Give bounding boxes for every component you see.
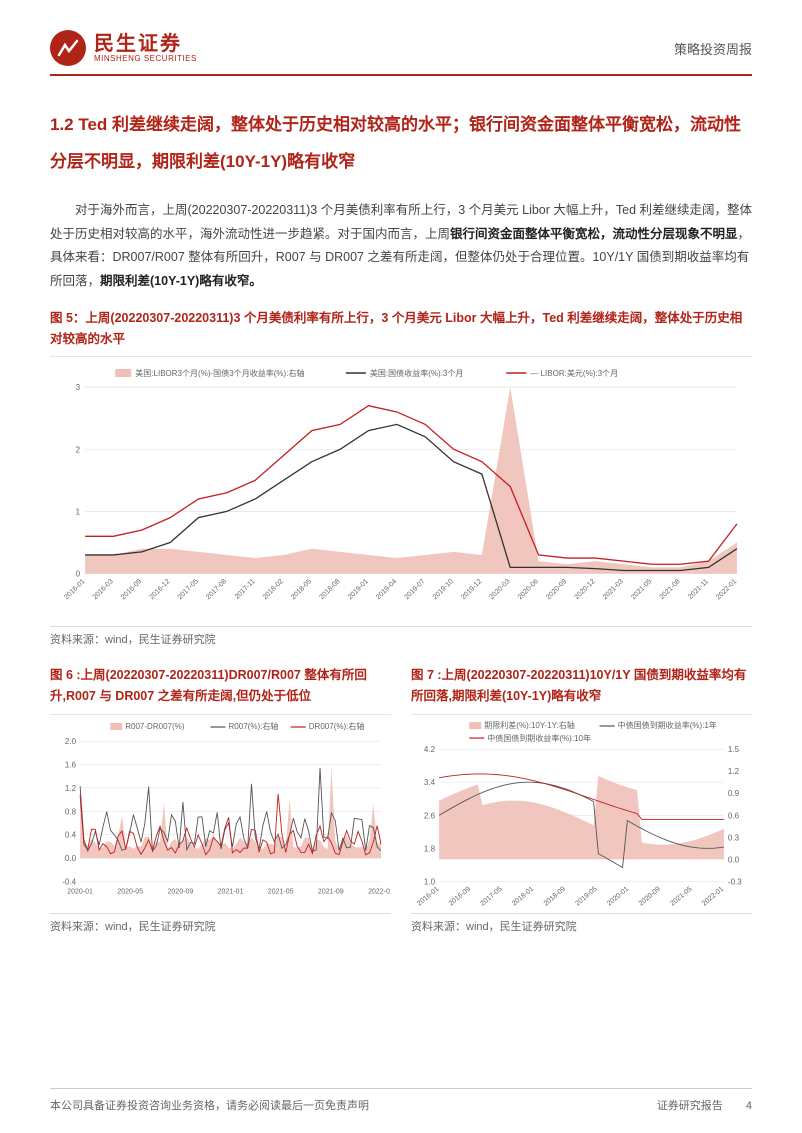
svg-text:2018-01: 2018-01 xyxy=(511,885,535,907)
svg-text:2019-04: 2019-04 xyxy=(375,578,398,601)
svg-text:2020-03: 2020-03 xyxy=(489,578,512,601)
svg-text:2018-08: 2018-08 xyxy=(318,578,341,601)
svg-text:2021-05: 2021-05 xyxy=(268,888,294,895)
svg-text:2017-08: 2017-08 xyxy=(205,578,228,601)
svg-text:0.6: 0.6 xyxy=(728,811,740,820)
svg-text:3.4: 3.4 xyxy=(424,778,436,787)
fig6-source: 资料来源：wind，民生证券研究院 xyxy=(50,913,391,934)
body-paragraph: 对于海外而言，上周(20220307-20220311)3 个月美债利率有所上行… xyxy=(50,199,752,294)
svg-text:2020-09: 2020-09 xyxy=(168,888,194,895)
svg-text:2018-09: 2018-09 xyxy=(543,885,567,907)
svg-text:0.9: 0.9 xyxy=(728,789,740,798)
svg-text:2022-01: 2022-01 xyxy=(701,885,725,907)
svg-text:1.2: 1.2 xyxy=(65,783,77,792)
svg-text:2020-06: 2020-06 xyxy=(517,578,540,601)
svg-text:2.0: 2.0 xyxy=(65,737,77,746)
page-header: 民生证券 MINSHENG SECURITIES 策略投资周报 xyxy=(50,30,752,76)
svg-text:1.5: 1.5 xyxy=(728,745,740,754)
svg-text:2020-01: 2020-01 xyxy=(606,885,630,907)
logo-icon xyxy=(50,30,86,66)
svg-text:DR007(%):右轴: DR007(%):右轴 xyxy=(309,721,365,731)
logo-block: 民生证券 MINSHENG SECURITIES xyxy=(50,30,197,66)
fig6-title: 图 6 :上周(20220307-20220311)DR007/R007 整体有… xyxy=(50,665,391,708)
svg-text:2016-09: 2016-09 xyxy=(120,578,143,601)
fig7-chart: 期限利差(%):10Y-1Y:右轴 中债国债到期收益率(%):1年中债国债到期收益… xyxy=(411,714,752,910)
svg-text:2: 2 xyxy=(76,446,81,455)
page-footer: 本公司具备证券投资咨询业务资格，请务必阅读最后一页免责声明 证券研究报告 4 xyxy=(50,1088,752,1113)
svg-text:2019-07: 2019-07 xyxy=(403,578,426,601)
section-title: 1.2 Ted 利差继续走阔，整体处于历史相对较高的水平；银行间资金面整体平衡宽… xyxy=(50,106,752,181)
svg-text:0.0: 0.0 xyxy=(728,855,740,864)
svg-text:R007(%):右轴: R007(%):右轴 xyxy=(229,721,279,731)
svg-text:1.8: 1.8 xyxy=(424,844,436,853)
page-number: 4 xyxy=(746,1100,752,1112)
svg-text:2019-05: 2019-05 xyxy=(574,885,598,907)
svg-text:中债国债到期收益率(%):10年: 中债国债到期收益率(%):10年 xyxy=(487,733,591,743)
svg-text:R007-DR007(%): R007-DR007(%) xyxy=(125,722,185,731)
fig7-source: 资料来源：wind，民生证券研究院 xyxy=(411,913,752,934)
svg-text:2021-05: 2021-05 xyxy=(669,885,693,907)
svg-text:0.8: 0.8 xyxy=(65,807,77,816)
svg-text:2019-01: 2019-01 xyxy=(347,578,370,601)
svg-text:2022-01: 2022-01 xyxy=(368,888,391,895)
fig6-chart: R007-DR007(%) R007(%):右轴 DR007(%):右轴 -0.4 0.… xyxy=(50,714,391,910)
svg-text:期限利差(%):10Y-1Y:右轴: 期限利差(%):10Y-1Y:右轴 xyxy=(484,720,575,730)
svg-text:2020-12: 2020-12 xyxy=(574,578,597,601)
fig6-svg: R007-DR007(%) R007(%):右轴 DR007(%):右轴 -0.4 0.… xyxy=(50,719,391,910)
svg-text:0.0: 0.0 xyxy=(65,854,77,863)
svg-text:2016-09: 2016-09 xyxy=(448,885,472,907)
fig7-title: 图 7 :上周(20220307-20220311)10Y/1Y 国债到期收益率… xyxy=(411,665,752,708)
fig7-svg: 期限利差(%):10Y-1Y:右轴 中债国债到期收益率(%):1年中债国债到期收益… xyxy=(411,719,752,910)
svg-text:2016-01: 2016-01 xyxy=(63,578,86,601)
svg-text:2021-09: 2021-09 xyxy=(318,888,344,895)
svg-text:0.3: 0.3 xyxy=(728,833,740,842)
svg-text:2017-05: 2017-05 xyxy=(177,578,200,601)
svg-text:2018-05: 2018-05 xyxy=(290,578,313,601)
svg-text:3: 3 xyxy=(76,383,81,392)
svg-text:2019-10: 2019-10 xyxy=(432,578,455,601)
svg-text:2021-08: 2021-08 xyxy=(659,578,682,601)
svg-text:美国:国债收益率(%):3个月: 美国:国债收益率(%):3个月 xyxy=(370,368,464,378)
svg-text:-0.4: -0.4 xyxy=(62,877,76,886)
svg-text:— LIBOR:美元(%):3个月: — LIBOR:美元(%):3个月 xyxy=(530,368,618,378)
svg-text:2021-11: 2021-11 xyxy=(687,578,710,601)
footer-report-label: 证券研究报告 xyxy=(657,1100,723,1112)
svg-text:1: 1 xyxy=(76,508,81,517)
svg-text:2017-11: 2017-11 xyxy=(234,578,257,601)
svg-text:2016-01: 2016-01 xyxy=(416,885,440,907)
svg-text:2019-12: 2019-12 xyxy=(460,578,483,601)
svg-text:2016-12: 2016-12 xyxy=(148,578,171,601)
logo-text-en: MINSHENG SECURITIES xyxy=(94,55,197,64)
svg-text:中债国债到期收益率(%):1年: 中债国债到期收益率(%):1年 xyxy=(618,720,717,730)
svg-text:2020-05: 2020-05 xyxy=(117,888,143,895)
svg-text:0: 0 xyxy=(76,570,81,579)
svg-text:2021-03: 2021-03 xyxy=(602,578,625,601)
fig5-title: 图 5：上周(20220307-20220311)3 个月美债利率有所上行，3 … xyxy=(50,308,752,351)
fig5-chart: 美国:LIBOR3个月(%)-国债3个月收益率(%):右轴 美国:国债收益率(%)… xyxy=(50,356,752,622)
svg-text:1.2: 1.2 xyxy=(728,767,740,776)
svg-text:2020-01: 2020-01 xyxy=(67,888,93,895)
svg-text:2018-02: 2018-02 xyxy=(262,578,285,601)
svg-text:2.6: 2.6 xyxy=(424,811,436,820)
body-text-bold-2: 期限利差(10Y-1Y)略有收窄。 xyxy=(100,274,262,288)
fig5-source: 资料来源：wind，民生证券研究院 xyxy=(50,626,752,647)
svg-text:1.0: 1.0 xyxy=(424,877,436,886)
svg-text:2020-09: 2020-09 xyxy=(545,578,568,601)
svg-text:2022-01: 2022-01 xyxy=(715,578,738,601)
svg-text:4.2: 4.2 xyxy=(424,745,436,754)
fig5-svg: 美国:LIBOR3个月(%)-国债3个月收益率(%):右轴 美国:国债收益率(%)… xyxy=(50,361,752,622)
svg-text:美国:LIBOR3个月(%)-国债3个月收益率(%):右轴: 美国:LIBOR3个月(%)-国债3个月收益率(%):右轴 xyxy=(135,368,304,378)
svg-text:2016-03: 2016-03 xyxy=(92,578,115,601)
svg-text:2017-05: 2017-05 xyxy=(479,885,503,907)
svg-text:1.6: 1.6 xyxy=(65,760,77,769)
body-text-bold-1: 银行间资金面整体平衡宽松，流动性分层现象不明显 xyxy=(450,227,738,241)
svg-text:2020-09: 2020-09 xyxy=(638,885,662,907)
svg-text:0.4: 0.4 xyxy=(65,830,77,839)
logo-text-cn: 民生证券 xyxy=(94,33,197,55)
svg-text:2021-01: 2021-01 xyxy=(218,888,244,895)
footer-disclaimer: 本公司具备证券投资咨询业务资格，请务必阅读最后一页免责声明 xyxy=(50,1097,369,1113)
svg-text:-0.3: -0.3 xyxy=(728,877,742,886)
svg-text:2021-05: 2021-05 xyxy=(630,578,653,601)
doc-type-label: 策略投资周报 xyxy=(674,39,752,58)
